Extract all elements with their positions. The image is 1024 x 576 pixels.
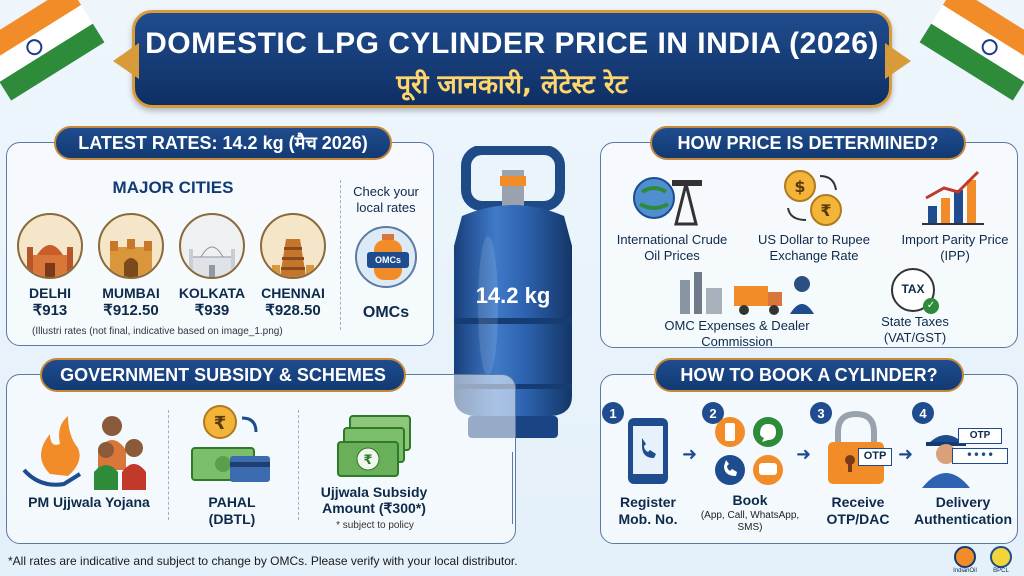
flame-hands-icon (22, 416, 146, 490)
omcs-badge: OMCs (367, 252, 409, 268)
city-card-kolkata: KOLKATA ₹939 (172, 213, 252, 319)
delivery-person-icon (922, 435, 970, 488)
indianoil-logo (954, 546, 976, 568)
bar-chart-icon (922, 170, 984, 225)
city-name: MUMBAI (102, 285, 160, 301)
otp-badge: OTP (958, 428, 1002, 444)
latest-rates-heading: LATEST RATES: 14.2 kg (मैच 2026) (54, 126, 392, 160)
page-subtitle: पूरी जानकारी, लेटेस्ट रेट (396, 70, 628, 100)
factor-label: OMC Expenses & Dealer Commission (664, 318, 810, 349)
india-flag-right (918, 0, 1024, 103)
price-determination-heading: HOW PRICE IS DETERMINED? (650, 126, 966, 160)
india-flag-left (0, 0, 106, 103)
scheme-note: * subject to policy (336, 520, 414, 531)
city-price: ₹928.50 (265, 302, 321, 319)
svg-text:₹: ₹ (363, 453, 372, 468)
gateway-icon (98, 213, 164, 279)
city-card-delhi: DELHI ₹913 (10, 213, 90, 319)
city-name: KOLKATA (178, 285, 246, 301)
indianoil-logo-text: IndianOil (953, 568, 977, 574)
currency-exchange-icon: $ ₹ (784, 170, 842, 226)
factor-label: International Crude Oil Prices (616, 232, 728, 263)
page-title: DOMESTIC LPG CYLINDER PRICE IN INDIA (20… (145, 27, 879, 60)
lpg-cylinder-illustration (454, 146, 572, 438)
memorial-icon (179, 213, 245, 279)
divider (340, 180, 341, 330)
booking-heading: HOW TO BOOK A CYLINDER? (654, 358, 964, 392)
omcs-label: OMCs (362, 304, 410, 321)
otp-input-dots: •••• (952, 448, 1008, 464)
svg-text:₹: ₹ (820, 201, 831, 220)
svg-text:$: $ (794, 177, 805, 196)
check-icon: ✓ (923, 298, 939, 314)
step-number: 4 (912, 402, 934, 424)
title-banner: DOMESTIC LPG CYLINDER PRICE IN INDIA (20… (132, 10, 892, 108)
city-price: ₹939 (194, 302, 230, 319)
divider (512, 452, 513, 524)
step-title: Receive OTP/DAC (826, 494, 890, 527)
step-title: Register Mob. No. (618, 494, 678, 527)
svg-text:₹: ₹ (214, 413, 227, 434)
arrow-right-icon: ➜ (898, 444, 914, 465)
city-card-chennai: CHENNAI ₹928.50 (253, 213, 333, 319)
city-price: ₹912.50 (103, 302, 159, 319)
monument-icon (17, 213, 83, 279)
city-card-mumbai: MUMBAI ₹912.50 (91, 213, 171, 319)
scheme-title: PM Ujjwala Yojana (28, 494, 150, 510)
scheme-title: PAHAL (DBTL) (208, 494, 256, 527)
bpcl-logo (990, 546, 1012, 568)
tax-badge: TAX (901, 282, 925, 296)
tax-icon: TAX ✓ (891, 268, 939, 314)
otp-badge: OTP (858, 448, 892, 466)
cylinder-weight-label: 14.2 kg (475, 283, 551, 308)
step-detail: (App, Call, WhatsApp, SMS) (700, 510, 800, 533)
step-title: Delivery Authentication (914, 494, 1012, 527)
footer-disclaimer: *All rates are indicative and subject to… (8, 554, 518, 568)
major-cities-label: MAJOR CITIES (112, 178, 234, 197)
factor-label: US Dollar to Rupee Exchange Rate (758, 232, 870, 263)
temple-icon (260, 213, 326, 279)
app-call-icons (715, 417, 783, 485)
omcs-circle: OMCs (355, 226, 417, 288)
city-name: DELHI (29, 285, 71, 301)
arrow-right-icon: ➜ (796, 444, 812, 465)
factor-label: Import Parity Price (IPP) (901, 232, 1009, 263)
money-stack-icon: ₹ (337, 415, 411, 477)
divider (168, 410, 169, 520)
rates-note: (Illustri rates (not final, indicative b… (32, 326, 283, 337)
crude-oil-icon (633, 177, 702, 226)
divider (298, 410, 299, 520)
arrow-right-icon: ➜ (682, 444, 698, 465)
subsidy-heading: GOVERNMENT SUBSIDY & SCHEMES (40, 358, 406, 392)
factor-label: State Taxes (VAT/GST) (881, 314, 949, 345)
step-number: 3 (810, 402, 832, 424)
check-local-rates: Check your local rates (353, 184, 419, 215)
step-number: 2 (702, 402, 724, 424)
refinery-truck-icon (680, 272, 814, 315)
phone-icon (628, 418, 668, 484)
bpcl-logo-text: BPCL (993, 568, 1009, 574)
city-name: CHENNAI (261, 285, 325, 301)
step-title: Book (732, 492, 768, 508)
scheme-title: Ujjwala Subsidy Amount (₹300*) (320, 484, 428, 516)
step-number: 1 (602, 402, 624, 424)
cash-transfer-icon: ₹ (191, 405, 270, 482)
city-price: ₹913 (32, 302, 68, 319)
